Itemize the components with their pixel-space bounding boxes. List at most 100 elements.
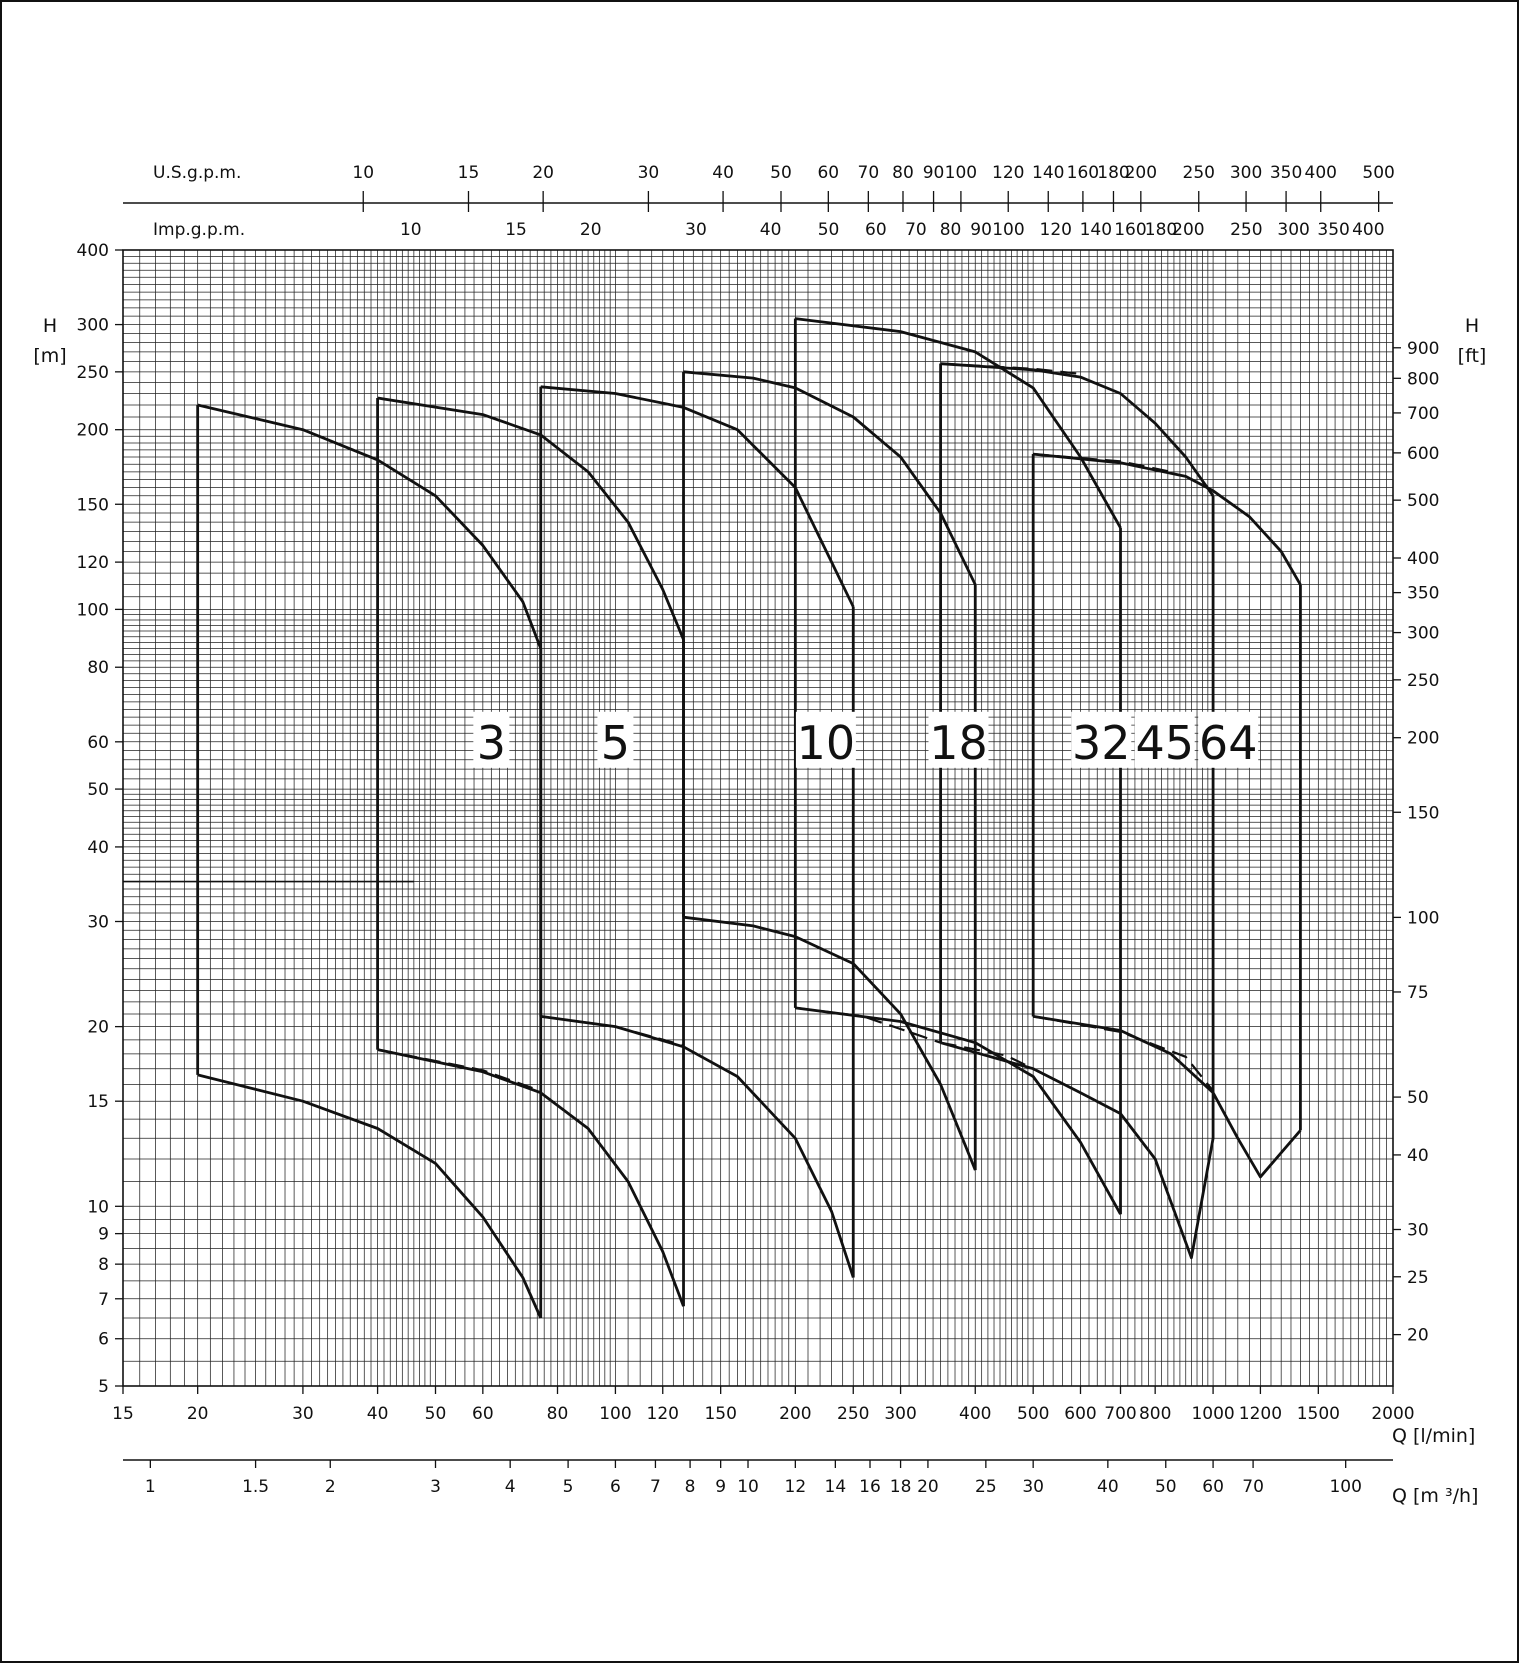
m3h-tick-label: 2 xyxy=(325,1477,336,1497)
impgpm-tick-label: 140 xyxy=(1080,220,1112,240)
series-label: 45 xyxy=(1135,716,1194,770)
y-right-tick-label: 25 xyxy=(1407,1268,1429,1288)
x-tick-label: 1200 xyxy=(1239,1404,1282,1424)
m3h-tick-label: 5 xyxy=(563,1477,574,1497)
series-label-bg xyxy=(795,711,856,768)
usgpm-tick-label: 100 xyxy=(945,163,977,183)
y-right-tick-label: 300 xyxy=(1407,624,1439,644)
curve-top-3 xyxy=(197,403,543,650)
x2-axis-label: Q [m ³/h] xyxy=(1392,1485,1478,1507)
curve-top-5 xyxy=(377,396,685,641)
curve-extension xyxy=(795,1006,941,1044)
y-tick-label: 60 xyxy=(87,733,109,753)
y-right-tick-label: 800 xyxy=(1407,369,1439,389)
impgpm-tick-label: 100 xyxy=(992,220,1024,240)
curve-top-32 xyxy=(795,317,1122,529)
x-tick-label: 700 xyxy=(1104,1404,1136,1424)
m3h-tick-label: 20 xyxy=(917,1477,939,1497)
m3h-tick-label: 1.5 xyxy=(242,1477,269,1497)
grid xyxy=(122,249,1394,1387)
y-tick-label: 15 xyxy=(87,1092,109,1112)
y-tick-label: 6 xyxy=(98,1330,109,1350)
curve-extension xyxy=(1033,453,1172,473)
y-tick-label: 150 xyxy=(77,495,109,515)
x-tick-label: 100 xyxy=(599,1404,631,1424)
y-tick-label: 8 xyxy=(98,1255,109,1275)
axes: 15 20 30 40 50 60 80 100 120 150 200 250 300 400 500 60… xyxy=(77,163,1440,1497)
y-right-tick-label: 150 xyxy=(1407,803,1439,823)
m3h-tick-label: 25 xyxy=(975,1477,997,1497)
curve-top-45 xyxy=(940,362,1215,497)
y-tick-label: 300 xyxy=(77,316,109,336)
usgpm-tick-label: 200 xyxy=(1125,163,1157,183)
y-right-tick-label: 900 xyxy=(1407,339,1439,359)
y-tick-label: 20 xyxy=(87,1018,109,1038)
usgpm-tick-label: 15 xyxy=(458,163,480,183)
y-tick-label: 9 xyxy=(98,1225,109,1245)
impgpm-tick-label: 160 xyxy=(1114,220,1146,240)
usgpm-tick-label: 40 xyxy=(712,163,734,183)
usgpm-tick-label: 90 xyxy=(923,163,945,183)
curve-extension xyxy=(940,362,1081,375)
usgpm-tick-label: 300 xyxy=(1230,163,1262,183)
series-label-bg xyxy=(928,711,989,768)
x-tick-label: 500 xyxy=(1017,1404,1049,1424)
impgpm-tick-label: 180 xyxy=(1145,220,1177,240)
impgpm-tick-label: 60 xyxy=(865,220,887,240)
impgpm-tick-label: 350 xyxy=(1317,220,1349,240)
impgpm-tick-label: 250 xyxy=(1230,220,1262,240)
usgpm-tick-label: 10 xyxy=(352,163,374,183)
series-label: 32 xyxy=(1072,716,1131,770)
impgpm-tick-label: 20 xyxy=(580,220,602,240)
curve-top-10 xyxy=(540,385,855,608)
x-tick-label: 250 xyxy=(837,1404,869,1424)
usgpm-tick-label: 400 xyxy=(1305,163,1337,183)
y-tick-label: 120 xyxy=(77,553,109,573)
impgpm-tick-label: 400 xyxy=(1352,220,1384,240)
curve-extension xyxy=(940,1041,1034,1070)
curve-extension xyxy=(540,1015,684,1047)
series-label-bg xyxy=(597,711,634,768)
curve-bottom-18 xyxy=(683,915,977,1171)
series-label-bg xyxy=(1198,711,1259,768)
m3h-tick-label: 16 xyxy=(859,1477,881,1497)
usgpm-tick-label: 140 xyxy=(1032,163,1064,183)
x-tick-label: 15 xyxy=(112,1404,134,1424)
usgpm-tick-label: 70 xyxy=(858,163,880,183)
y-tick-label: 5 xyxy=(98,1377,109,1397)
m3h-tick-label: 7 xyxy=(650,1477,661,1497)
usgpm-tick-label: 250 xyxy=(1183,163,1215,183)
impgpm-tick-label: 10 xyxy=(400,220,422,240)
m3h-tick-label: 12 xyxy=(785,1477,807,1497)
series-label-bg xyxy=(1071,711,1132,768)
m3h-tick-label: 3 xyxy=(430,1477,441,1497)
m3h-tick-label: 6 xyxy=(610,1477,621,1497)
y-tick-label: 250 xyxy=(77,363,109,383)
y-right-tick-label: 20 xyxy=(1407,1326,1429,1346)
m3h-tick-label: 8 xyxy=(685,1477,696,1497)
y-right-tick-label: 200 xyxy=(1407,729,1439,749)
impgpm-tick-label: 200 xyxy=(1172,220,1204,240)
y-right-tick-label: 30 xyxy=(1407,1221,1429,1241)
y-right-tick-label: 250 xyxy=(1407,671,1439,691)
usgpm-tick-label: 30 xyxy=(638,163,660,183)
usgpm-tick-label: 500 xyxy=(1362,163,1394,183)
series-label-bg xyxy=(473,711,510,768)
top2-axis-label: Imp.g.p.m. xyxy=(153,220,245,240)
usgpm-tick-label: 120 xyxy=(992,163,1024,183)
series-label-bg xyxy=(1134,711,1195,768)
y-right-tick-label: 350 xyxy=(1407,584,1439,604)
series-label: 10 xyxy=(797,716,856,770)
y-right-tick-label: 400 xyxy=(1407,549,1439,569)
curve-top-64 xyxy=(1033,452,1302,586)
y-right-tick-label: 75 xyxy=(1407,983,1429,1003)
y-tick-label: 40 xyxy=(87,838,109,858)
x-tick-label: 80 xyxy=(547,1404,569,1424)
m3h-tick-label: 60 xyxy=(1202,1477,1224,1497)
y-tick-label: 50 xyxy=(87,780,109,800)
x-tick-label: 800 xyxy=(1139,1404,1171,1424)
y-right-tick-label: 500 xyxy=(1407,491,1439,511)
impgpm-tick-label: 30 xyxy=(685,220,707,240)
usgpm-tick-label: 50 xyxy=(770,163,792,183)
